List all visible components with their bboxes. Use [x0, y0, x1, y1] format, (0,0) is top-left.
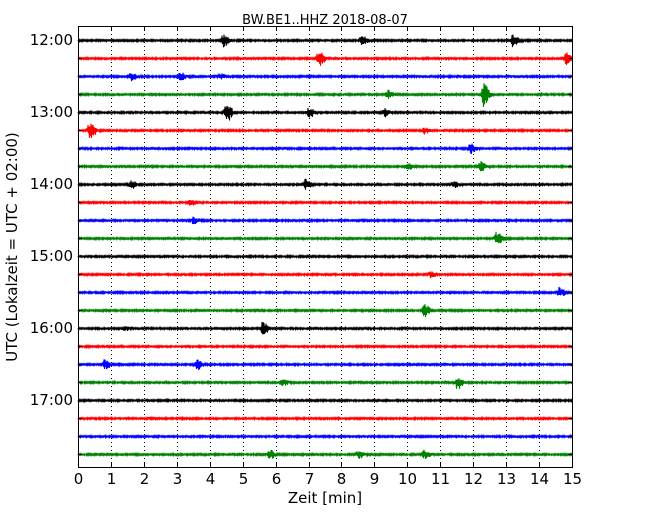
x-tick-label: 1: [107, 470, 117, 488]
x-tick-label: 8: [337, 470, 347, 488]
x-tick-label: 0: [74, 470, 84, 488]
seismogram-trace: [77, 161, 573, 172]
x-axis-label: Zeit [min]: [288, 489, 362, 507]
seismogram-trace: [77, 321, 574, 335]
y-tick-label: 16:00: [30, 319, 73, 337]
y-tick-label: 14:00: [30, 175, 73, 193]
seismogram-trace: [77, 343, 573, 350]
seismogram-trace: [77, 199, 573, 206]
trace-group: [77, 34, 574, 460]
x-tick-label: 9: [370, 470, 380, 488]
x-tick-label: 4: [206, 470, 216, 488]
y-tick-label: 17:00: [30, 391, 73, 409]
seismogram-trace: [77, 378, 573, 389]
x-tick-label: 5: [239, 470, 249, 488]
x-tick-label: 7: [305, 470, 315, 488]
seismogram-trace: [77, 83, 573, 108]
x-tick-label: 10: [398, 470, 417, 488]
x-tick-label: 14: [530, 470, 549, 488]
seismogram-trace: [77, 433, 574, 440]
grid-lines: [111, 26, 540, 467]
seismogram-trace: [77, 231, 574, 244]
chart-title: BW.BE1..HHZ 2018-08-07: [242, 13, 408, 28]
x-tick-label: 15: [563, 470, 582, 488]
y-axis-ticks: 12:00 13:00 14:00 15:00 16:00 17:00: [30, 31, 572, 455]
seismogram-trace: [77, 253, 573, 260]
y-tick-label: 12:00: [30, 31, 73, 49]
seismogram-trace: [77, 34, 574, 48]
x-tick-label: 12: [464, 470, 483, 488]
y-tick-label: 15:00: [30, 247, 73, 265]
seismogram-trace: [77, 286, 573, 296]
seismogram-trace: [77, 216, 574, 225]
seismogram-trace: [77, 72, 574, 82]
seismogram-trace: [77, 271, 574, 279]
seismogram-trace: [77, 52, 574, 66]
seismogram-trace: [77, 449, 574, 460]
seismogram-trace: [77, 178, 574, 190]
seismogram-trace: [77, 397, 574, 404]
seismogram-trace: [77, 359, 574, 370]
seismogram-trace: [77, 106, 574, 121]
y-axis-label: UTC (Lokalzeit = UTC + 02:00): [3, 132, 21, 362]
seismogram-trace: [77, 304, 574, 318]
seismogram-trace: [77, 143, 574, 155]
y-tick-label: 13:00: [30, 103, 73, 121]
x-tick-label: 6: [272, 470, 282, 488]
x-tick-label: 13: [497, 470, 516, 488]
x-tick-label: 3: [173, 470, 183, 488]
x-axis-ticks: 0 1 2 3 4 5 6 7 8 9 10 11 12 13 14 15: [74, 26, 582, 488]
seismogram-trace: [77, 415, 574, 422]
x-tick-label: 2: [140, 470, 150, 488]
seismogram-trace: [77, 123, 574, 139]
plot-frame: [78, 26, 573, 468]
x-tick-label: 11: [431, 470, 450, 488]
